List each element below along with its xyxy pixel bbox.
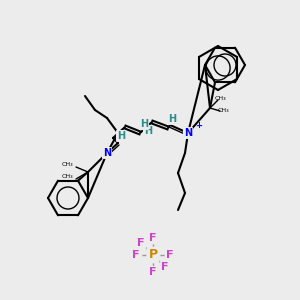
Text: F: F — [161, 262, 169, 272]
Text: F: F — [166, 250, 174, 260]
Text: F: F — [149, 267, 157, 277]
Text: F: F — [137, 238, 145, 248]
Text: H: H — [140, 119, 148, 129]
Text: N: N — [103, 148, 111, 158]
Text: N: N — [184, 128, 192, 138]
Text: H: H — [144, 126, 152, 136]
Text: H: H — [117, 131, 125, 141]
Text: F: F — [149, 233, 157, 243]
Text: P: P — [148, 248, 158, 262]
Text: F: F — [132, 250, 140, 260]
Text: CH₃: CH₃ — [61, 161, 73, 166]
Text: CH₃: CH₃ — [218, 107, 230, 112]
Text: CH₃: CH₃ — [61, 175, 73, 179]
Text: +: + — [195, 121, 202, 130]
Text: H: H — [168, 114, 176, 124]
Text: CH₃: CH₃ — [215, 95, 226, 101]
